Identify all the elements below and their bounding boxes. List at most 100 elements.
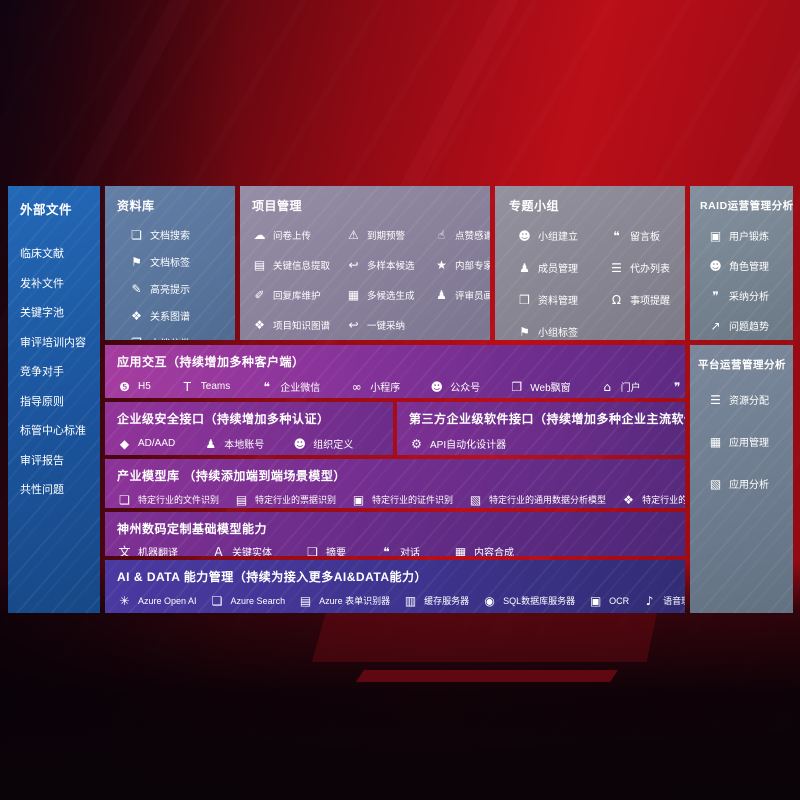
feature-item: ❖ 特定行业的通用知识图谱模型: [621, 493, 685, 506]
feature-item: ▤ Azure 表单识别器: [298, 594, 390, 607]
feature-label: 一键采纳: [367, 321, 406, 332]
feature-item: ☰ 代办列表: [609, 260, 679, 276]
feature-label: 特定行业的文件识别: [138, 495, 220, 505]
highlight-pen-icon: ✎: [131, 281, 142, 296]
qa-bubble-icon: ❞: [712, 288, 719, 303]
speech-understand-icon: ♪: [645, 593, 654, 608]
azure-ad-icon: ◆: [119, 436, 130, 451]
feature-label: 文档分类: [150, 335, 190, 340]
feature-label: 事项提醒: [630, 296, 670, 307]
data-library-panel: 资料库 ❏ 文档搜索 ⚑ 文档标签 ✎ 高亮提示 ❖ 关系图谱 ❐ 文档分类: [105, 186, 235, 340]
feature-label: 特定行业的通用知识图谱模型: [642, 495, 685, 505]
relation-graph-icon: ❖: [131, 308, 142, 323]
platform-analysis-panel: 平台运营管理分析 ☰ 资源分配 ▦ 应用管理 ▧ 应用分析: [690, 345, 793, 613]
feature-item: ❞ 采纳分析: [708, 288, 789, 304]
band-title: 产业模型库 （持续添加端到端场景模型）: [117, 469, 346, 483]
raid-analysis-panel: RAID运营管理分析 ▣ 用户锻炼 ☻ 角色管理 ❞ 采纳分析 ↗ 问题趋势: [690, 186, 793, 340]
feature-label: 内容合成: [474, 548, 514, 556]
feature-item: ★ 内部专家排名: [434, 258, 490, 272]
interaction-clients: ❺ H5 T Teams ❝ 企业微信 ∞ 小程序 ☻ 公众号 ❐ Web飘窗 ⌂ 门户 ❞对话: [117, 379, 685, 395]
app-grid-icon: ▦: [709, 434, 722, 449]
feature-label: H5: [138, 381, 151, 392]
doc-category-icon: ❐: [129, 337, 144, 341]
app-analytics-icon: ▧: [709, 476, 722, 491]
feature-item: ▣ 用户锻炼: [708, 228, 789, 244]
panel-title: 平台运营管理分析: [698, 359, 786, 371]
feature-label: 特定行业的通用数据分析模型: [489, 495, 607, 505]
sidebar-item: 审评报告: [20, 454, 64, 467]
web-window-icon: ❐: [511, 379, 523, 394]
feature-label: 评审员画像: [455, 291, 490, 302]
panel-title: 项目管理: [252, 199, 303, 213]
feature-label: 代办列表: [630, 264, 670, 275]
feature-label: 文档标签: [150, 258, 190, 269]
base-model-band: 神州数码定制基础模型能力 文机器翻译 A 关键实体 ❏ 摘要 ❝ 对话 ▦ 内容合成: [105, 512, 685, 556]
sidebar-item: 竞争对手: [20, 366, 64, 378]
person-profile-icon: ♟: [436, 288, 447, 302]
feature-item: ⚠ 到期预警: [346, 228, 432, 242]
feature-item: ▣ 特定行业的证件识别: [351, 493, 453, 506]
band-title: 应用交互（持续增加多种客户端）: [117, 355, 305, 369]
feature-item: ▧ 特定行业的通用数据分析模型: [468, 493, 606, 506]
feature-label: 成员管理: [538, 264, 578, 275]
feature-label: 小程序: [370, 383, 401, 394]
openai-icon: ✳: [119, 593, 130, 608]
feature-label: 缓存服务器: [424, 596, 470, 606]
feature-label: 高亮提示: [150, 285, 190, 296]
feature-item: ▥ 缓存服务器: [403, 594, 469, 607]
ocr-icon: ▣: [589, 593, 602, 608]
app-interaction-band: 应用交互（持续增加多种客户端） ❺ H5 T Teams ❝ 企业微信 ∞ 小程序 ☻ 公众号 ❐ W…: [105, 345, 685, 398]
feature-item: ❏ Azure Search: [210, 595, 285, 607]
enterprise-security-band: 企业级安全接口（持续增加多种认证） ◆ AD/AAD ♟ 本地账号 ☻ 组织定义: [105, 402, 393, 455]
band-title: 第三方企业级软件接口（持续增加多种企业主流软件接口）: [409, 412, 685, 426]
feature-item: ❺ H5: [117, 381, 151, 393]
feature-label: 资料管理: [538, 296, 578, 307]
feature-item: ☻ 角色管理: [708, 258, 789, 274]
feature-label: 资源分配: [729, 396, 769, 407]
project-feature-grid: ☁ 问卷上传 ⚠ 到期预警 ☝ 点赞感谢 ▤ 关键信息提取 ↩ 多样本候选 ★ 内部专家排名 ✐ 回复库维…: [252, 228, 491, 332]
feature-label: 多样本候选: [367, 261, 415, 272]
thirdparty-list: ⚙ API自动化设计器: [409, 436, 685, 452]
mini-program-icon: ∞: [351, 379, 362, 394]
group-create-icon: ☻: [518, 228, 531, 243]
band-title: 神州数码定制基础模型能力: [117, 522, 268, 536]
panel-title: 外部文件: [20, 203, 73, 217]
todo-clipboard-icon: ☰: [611, 260, 622, 275]
industry-model-list: ❏ 特定行业的文件识别 ▤ 特定行业的票据识别 ▣ 特定行业的证件识别 ▧ 特定行业的通用数据…: [117, 493, 685, 506]
alarm-icon: ⚠: [348, 228, 359, 242]
feature-label: 问卷上传: [273, 231, 312, 242]
bbs-board-icon: ❝: [613, 228, 620, 243]
ai-data-band: AI & DATA 能力管理（持续为接入更多AI&DATA能力） ✳ Azure …: [105, 560, 685, 613]
feature-item: ❝ 企业微信: [259, 379, 321, 395]
feature-item: ❏ 摘要: [305, 544, 346, 557]
feature-label: 用户锻炼: [729, 232, 769, 243]
chat-bubble-icon: ❝: [383, 544, 390, 557]
dialog-icon: ❞: [673, 379, 681, 394]
feature-label: 文档搜索: [150, 231, 190, 242]
local-account-icon: ♟: [205, 436, 217, 451]
feature-label: 应用管理: [729, 438, 769, 449]
machine-translate-icon: 文: [118, 544, 131, 557]
panel-title: 资料库: [117, 199, 155, 213]
feature-label: 关系图谱: [150, 312, 190, 323]
feature-item: ↩ 多样本候选: [346, 258, 432, 272]
feature-label: 特定行业的证件识别: [372, 495, 454, 505]
feature-label: 内部专家排名: [455, 261, 490, 272]
doc-search-icon: ❏: [131, 227, 142, 242]
teams-icon: T: [183, 379, 191, 394]
tag-icon: ⚑: [131, 254, 142, 269]
key-entity-icon: A: [214, 544, 223, 557]
feature-item: ▤ 特定行业的票据识别: [234, 493, 336, 506]
feature-item: ☻ 公众号: [429, 379, 480, 395]
portal-icon: ⌂: [603, 379, 611, 394]
feature-item: ∞ 小程序: [349, 379, 401, 395]
wechat-work-icon: ❝: [263, 379, 270, 394]
feature-label: 门户: [620, 383, 641, 394]
feature-label: 问题趋势: [729, 322, 769, 333]
feature-item: ❏ 特定行业的文件识别: [117, 493, 219, 506]
panel-title: 专题小组: [509, 199, 560, 213]
groups-feature-grid: ☻ 小组建立 ❝ 留言板 ♟ 成员管理 ☰ 代办列表 ❒ 资料管理 Ω 事项提醒 ⚑ 小组标签: [509, 228, 679, 340]
feature-item: ✎ 高亮提示: [129, 281, 229, 297]
trend-chart-icon: ↗: [710, 318, 721, 333]
org-define-icon: ☻: [293, 436, 306, 451]
